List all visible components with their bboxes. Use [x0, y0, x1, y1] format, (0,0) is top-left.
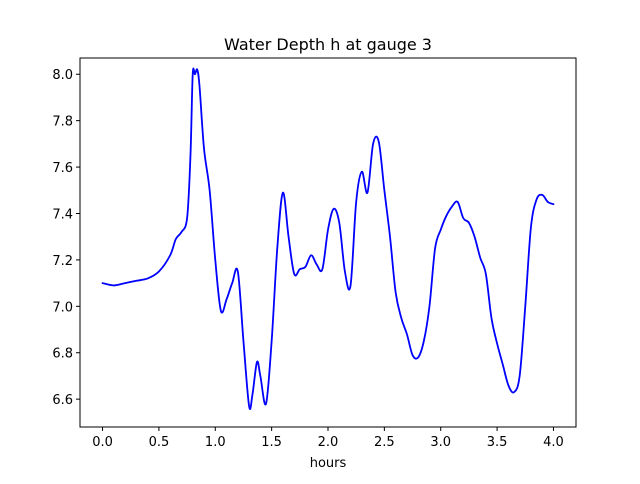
y-tick-label: 6.6 — [52, 393, 73, 408]
series-line — [101, 67, 555, 410]
x-tick-label: 1.5 — [261, 435, 282, 450]
x-tick-label: 2.5 — [374, 435, 395, 450]
y-tick-label: 7.4 — [52, 207, 73, 222]
x-tick-label: 3.5 — [487, 435, 508, 450]
y-tick-label: 8.0 — [52, 68, 73, 83]
series-layer — [101, 67, 555, 410]
y-tick-label: 7.0 — [52, 300, 73, 315]
chart-title: Water Depth h at gauge 3 — [224, 35, 432, 54]
x-axis-label: hours — [310, 456, 347, 471]
plot-frame — [79, 57, 577, 428]
ticks-layer: 0.0 0.5 1.0 1.5 2.0 2.5 3.0 3.5 4.0 6.6 6.8 7.0 7.2 7… — [52, 68, 563, 450]
y-tick-label: 6.8 — [52, 347, 73, 362]
y-tick-label: 7.2 — [52, 254, 73, 269]
x-tick-label: 4.0 — [543, 435, 564, 450]
y-tick-label: 7.6 — [52, 161, 73, 176]
x-tick-label: 0.0 — [92, 435, 113, 450]
y-tick-label: 7.8 — [52, 115, 73, 130]
x-tick-label: 2.0 — [318, 435, 339, 450]
x-tick-label: 0.5 — [149, 435, 170, 450]
x-tick-label: 1.0 — [205, 435, 226, 450]
x-tick-label: 3.0 — [430, 435, 451, 450]
